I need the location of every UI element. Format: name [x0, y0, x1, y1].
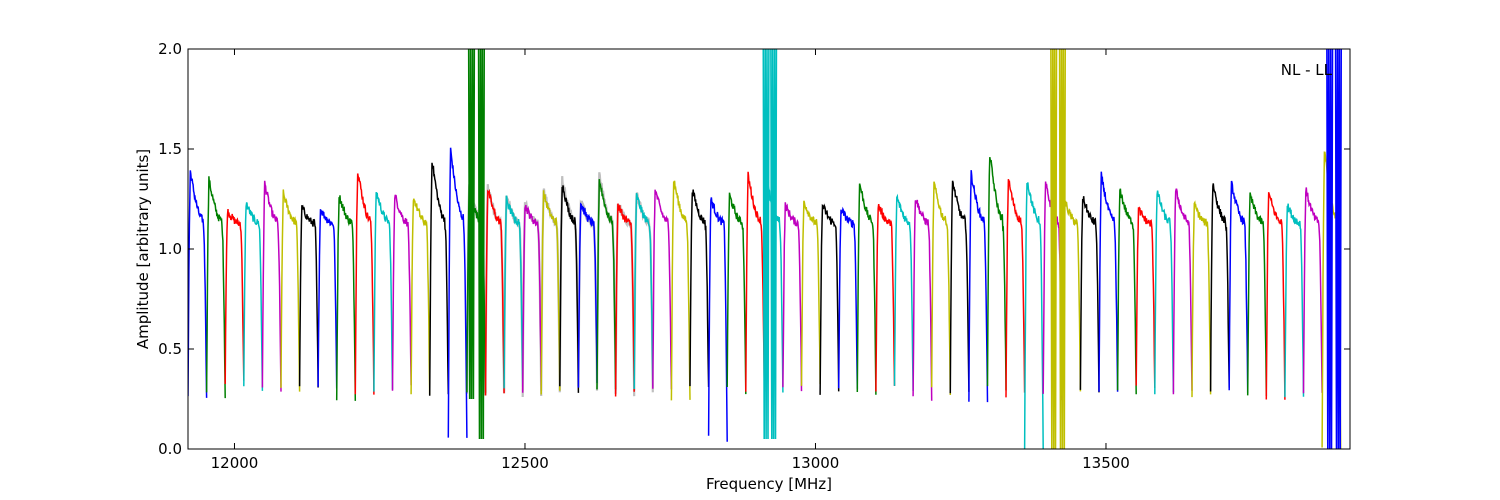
band-line [1005, 179, 1026, 398]
y-tick-label: 2.0 [158, 40, 182, 58]
band-line [707, 197, 728, 442]
band-line [968, 170, 989, 403]
band-line [800, 200, 821, 386]
band-line [614, 203, 635, 397]
band-line [912, 199, 933, 401]
spike-line [762, 49, 770, 440]
band-line [373, 192, 394, 392]
band-line [205, 176, 226, 399]
band-line [875, 204, 896, 392]
band-line [447, 147, 468, 438]
band-line [1228, 180, 1249, 393]
band-line [856, 183, 877, 395]
series-layer [188, 49, 1342, 449]
band-line [1191, 200, 1212, 398]
y-axis-label: Amplitude [arbitrary units] [134, 149, 152, 349]
band-line [1154, 190, 1175, 395]
band-line [596, 179, 617, 390]
band-line [1098, 171, 1119, 392]
y-tick-label: 1.0 [158, 240, 182, 258]
band-line [1265, 192, 1286, 400]
plot-annotation: NL - LL [1281, 61, 1333, 79]
band-line [819, 203, 840, 395]
band-line [335, 195, 357, 401]
x-tick-label: 13500 [1082, 454, 1130, 472]
band-line [633, 192, 654, 390]
spike-line [1334, 49, 1342, 449]
spike-line [770, 49, 778, 440]
band-line [298, 204, 319, 388]
band-line [521, 204, 542, 393]
x-tick-label: 12500 [501, 454, 549, 472]
band-line [689, 189, 710, 388]
spike-line [1058, 49, 1066, 449]
band-line [188, 170, 208, 398]
band-line [930, 181, 952, 396]
band-line [410, 198, 431, 395]
tick-layer: 12000 12500 13000 13500 0.0 0.5 1.0 1.5 2.0 [158, 40, 1350, 472]
band-line [261, 180, 282, 392]
band-line [949, 180, 970, 394]
band-line [559, 185, 580, 393]
band-line [837, 206, 859, 389]
y-tick-label: 0.0 [158, 440, 182, 458]
band-line [391, 194, 412, 391]
y-tick-label: 1.5 [158, 140, 182, 158]
band-line [986, 156, 1007, 391]
band-line [1116, 188, 1137, 395]
band-line [1284, 203, 1305, 398]
band-line [1209, 183, 1230, 392]
band-line [726, 192, 747, 395]
spike-line [1326, 49, 1334, 449]
band-line [428, 162, 450, 396]
band-line [670, 180, 691, 401]
x-tick-label: 12000 [211, 454, 259, 472]
band-line [577, 202, 598, 388]
x-tick-label: 13000 [792, 454, 840, 472]
band-line [782, 202, 803, 392]
spike-line [467, 49, 476, 400]
band-line [1172, 188, 1193, 395]
band-line [1023, 182, 1044, 449]
band-line [503, 195, 524, 389]
band-line [317, 209, 338, 389]
band-line [745, 171, 766, 392]
band-line [354, 173, 375, 395]
band-line [243, 202, 264, 391]
band-line [280, 189, 301, 392]
band-line [1302, 187, 1323, 394]
band-line [1079, 196, 1100, 393]
y-tick-label: 0.5 [158, 340, 182, 358]
x-axis-label: Frequency [MHz] [706, 475, 832, 493]
band-line [1246, 192, 1268, 397]
band-line [484, 189, 505, 396]
band-line [224, 209, 245, 385]
spike-line [477, 49, 485, 440]
band-line [893, 193, 914, 392]
band-line [652, 189, 673, 390]
band-line [540, 190, 561, 395]
band-line [1135, 206, 1156, 389]
spike-line [1050, 49, 1058, 449]
